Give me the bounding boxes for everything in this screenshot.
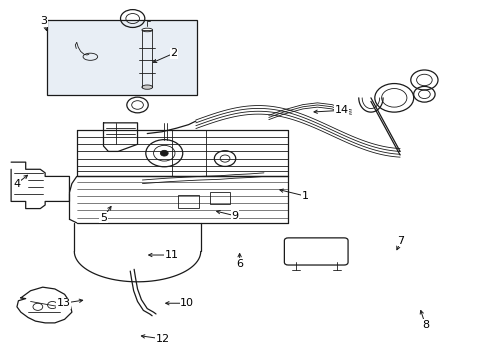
Ellipse shape	[142, 85, 152, 89]
Circle shape	[160, 150, 168, 156]
Text: 2: 2	[170, 48, 177, 58]
Text: 9: 9	[231, 211, 238, 221]
Ellipse shape	[142, 28, 152, 32]
Text: 12: 12	[156, 334, 169, 344]
Text: 14: 14	[334, 105, 348, 115]
Text: 1: 1	[301, 191, 308, 201]
Text: 3: 3	[41, 16, 47, 26]
Text: 6: 6	[236, 259, 243, 269]
Text: 4: 4	[13, 179, 20, 189]
Text: 5: 5	[100, 212, 107, 222]
FancyBboxPatch shape	[284, 238, 347, 265]
Text: 8: 8	[421, 320, 428, 330]
Text: 13: 13	[57, 298, 70, 308]
Text: 10: 10	[180, 298, 194, 308]
FancyBboxPatch shape	[46, 20, 197, 95]
Text: 7: 7	[397, 236, 404, 246]
Text: 11: 11	[164, 250, 178, 260]
